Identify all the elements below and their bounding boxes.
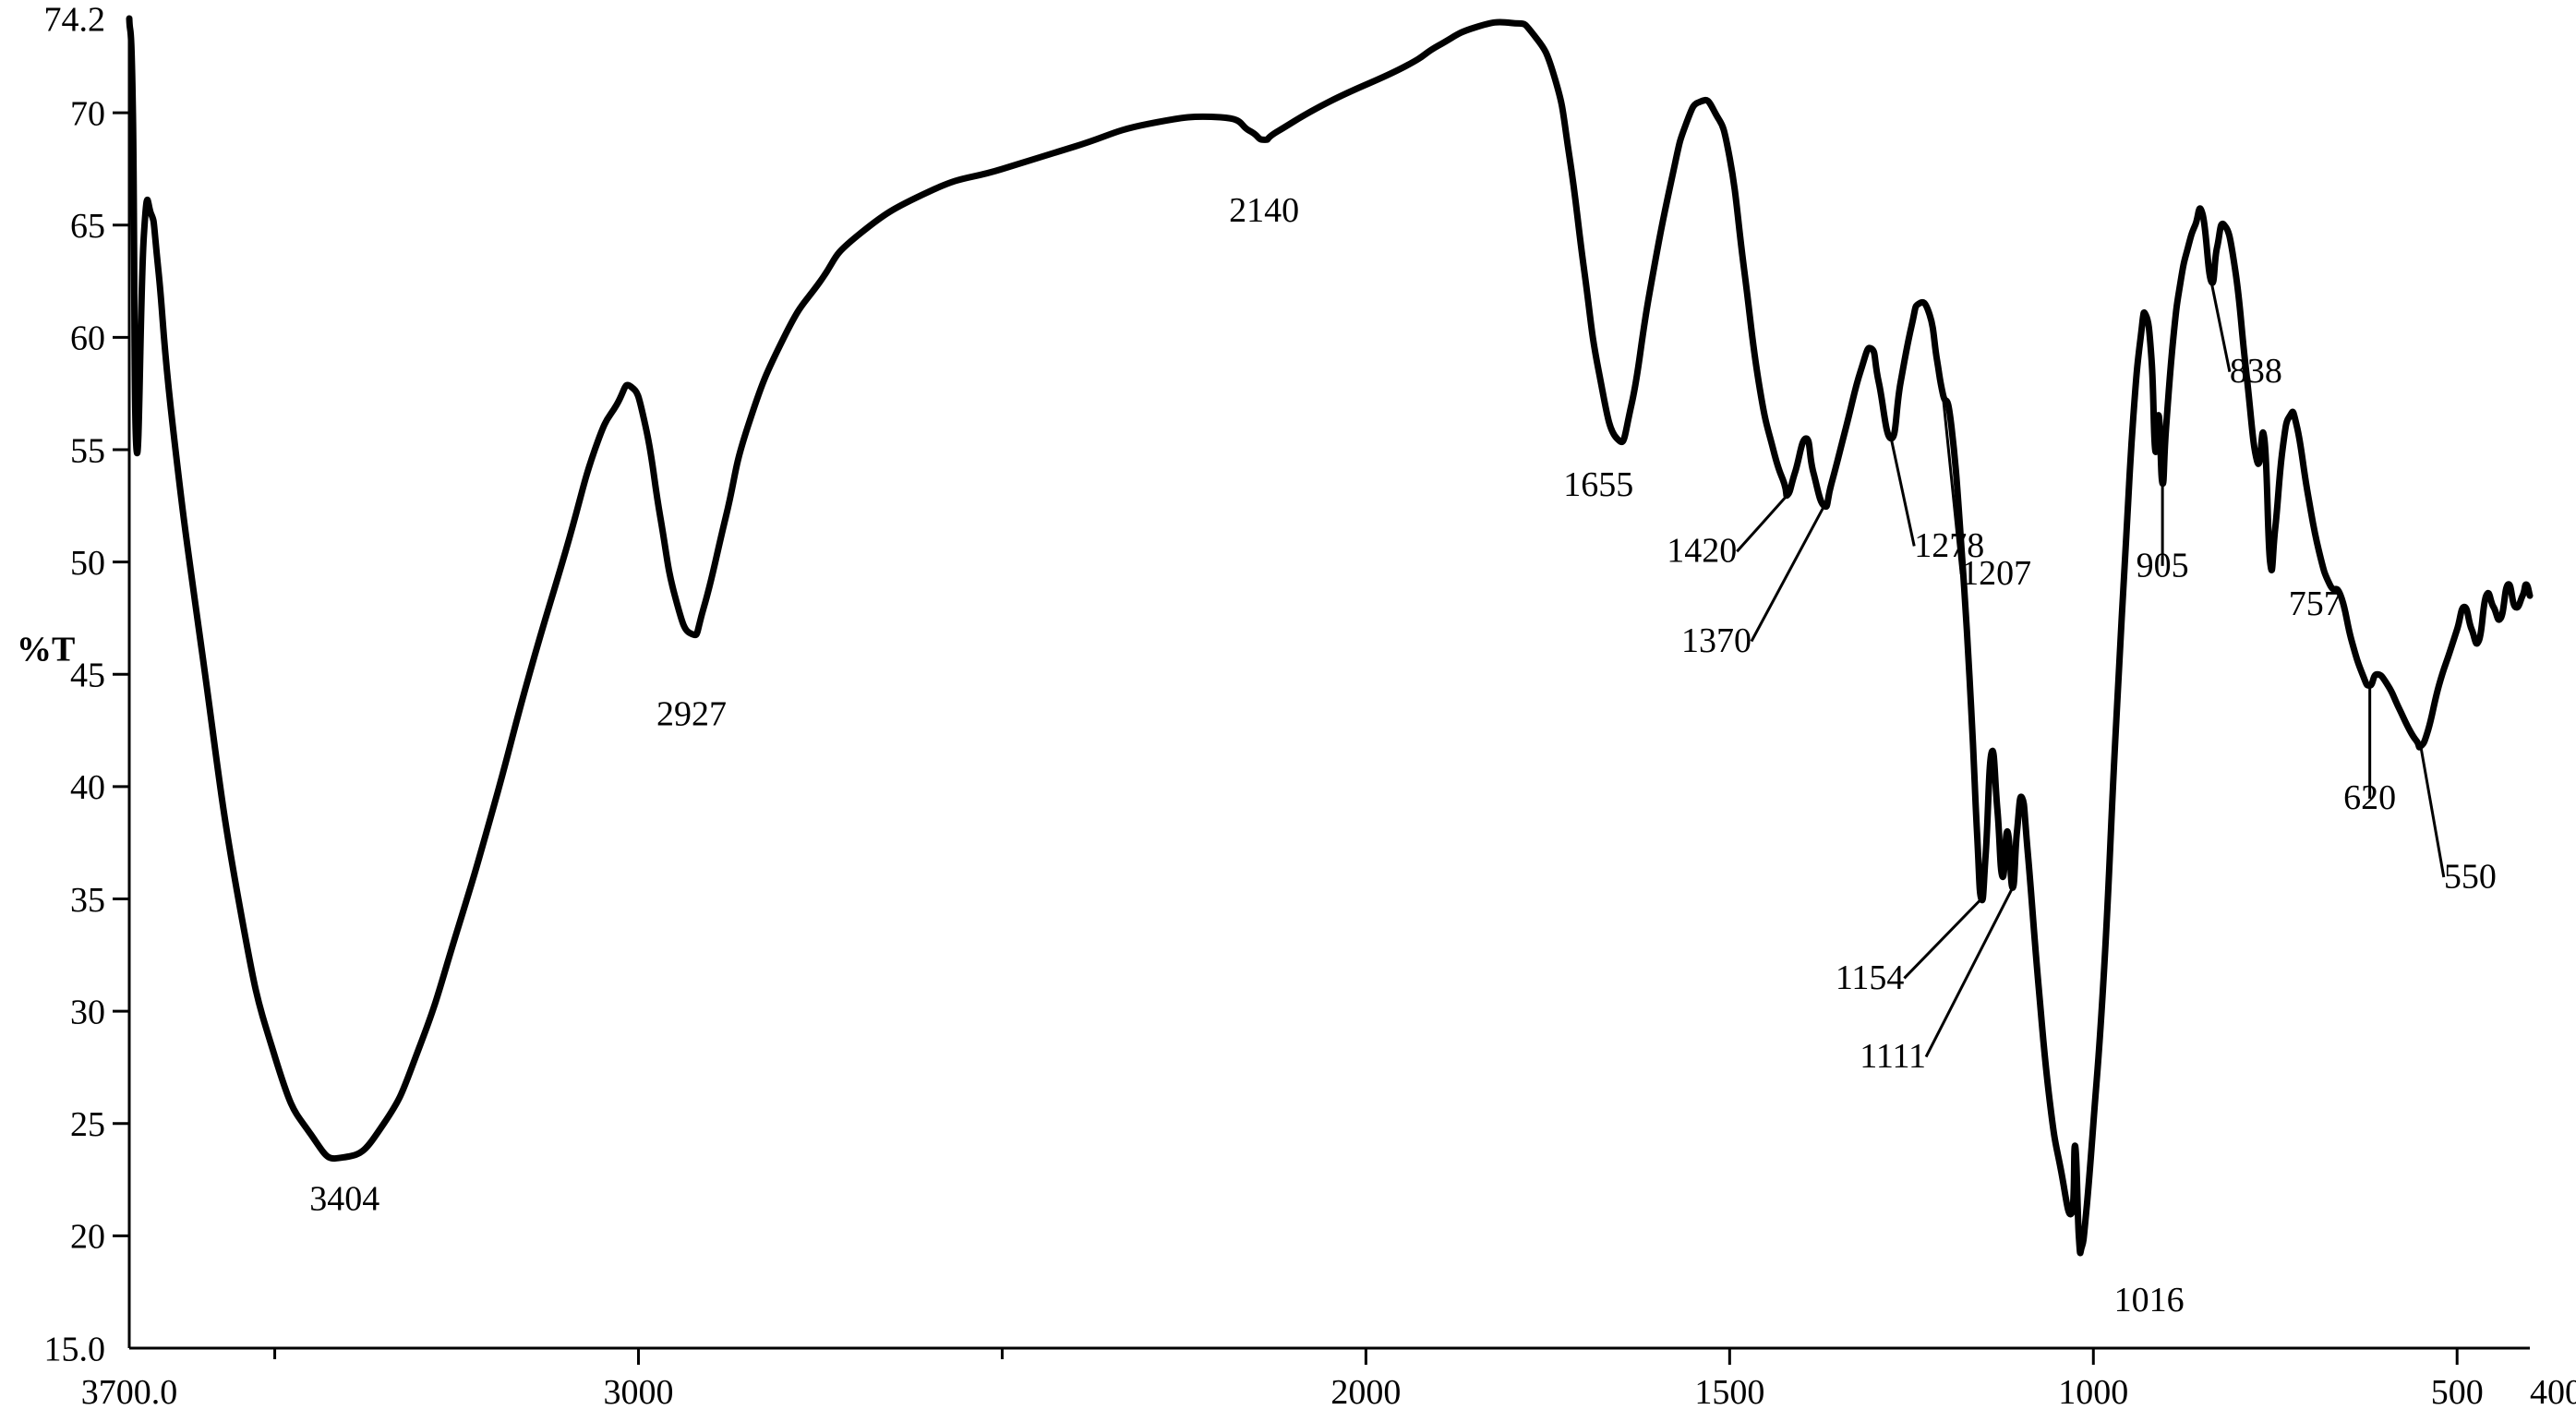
peak-lead-line <box>2211 282 2230 372</box>
y-tick-label: 20 <box>70 1218 105 1257</box>
peak-label: 620 <box>2343 778 2396 817</box>
x-tick-label: 3000 <box>604 1373 674 1412</box>
peak-label: 1370 <box>1681 621 1751 660</box>
peak-lead-line <box>1891 439 1914 547</box>
x-tick-label: 1500 <box>1694 1373 1764 1412</box>
y-tick-label: 65 <box>70 207 105 246</box>
y-axis-label: %T <box>17 631 75 669</box>
peak-label: 1420 <box>1667 532 1737 571</box>
y-bottom-label: 15.0 <box>44 1330 106 1368</box>
y-tick-label: 35 <box>70 881 105 920</box>
peak-lead-line <box>2421 746 2444 877</box>
peak-label: 3404 <box>309 1179 379 1218</box>
x-tick-label: 500 <box>2431 1373 2484 1412</box>
peak-label: 1655 <box>1563 465 1633 504</box>
y-tick-label: 70 <box>70 94 105 133</box>
x-axis-label: cm-1 <box>1294 1416 1366 1422</box>
peak-label: 757 <box>2289 584 2341 623</box>
y-top-label: 74.2 <box>44 0 106 39</box>
x-right-label: 400.0 <box>2530 1373 2576 1412</box>
chart-svg: 20 25 30 35 40 45 50 55 60 65 70 74.2 15.0 3000 2000 15… <box>0 0 2576 1422</box>
y-tick-label: 40 <box>70 768 105 807</box>
peak-label: 2140 <box>1229 191 1299 230</box>
peak-label: 1154 <box>1836 958 1905 997</box>
x-tick-label: 2000 <box>1330 1373 1401 1412</box>
ir-spectrum-chart: 20 25 30 35 40 45 50 55 60 65 70 74.2 15.0 3000 2000 15… <box>0 0 2576 1422</box>
x-tick-label: 1000 <box>2058 1373 2128 1412</box>
peak-label: 1111 <box>1860 1037 1926 1076</box>
peak-lead-line <box>1751 506 1824 642</box>
peak-label: 550 <box>2444 857 2497 896</box>
y-tick-label: 60 <box>70 319 105 358</box>
peak-label: 838 <box>2230 352 2282 391</box>
peak-label: 905 <box>2137 546 2189 584</box>
y-tick-label: 50 <box>70 544 105 583</box>
peak-label: 1016 <box>2114 1281 2185 1320</box>
peak-lead-line <box>1737 495 1788 552</box>
y-tick-label: 25 <box>70 1105 105 1144</box>
x-left-label: 3700.0 <box>81 1373 178 1412</box>
peak-label: 1207 <box>1961 554 2031 593</box>
y-tick-label: 30 <box>70 993 105 1031</box>
peak-lead-line <box>1904 899 1981 979</box>
y-tick-label: 45 <box>70 657 105 695</box>
spectrum-curve <box>129 18 2530 1253</box>
peak-label: 2927 <box>656 694 727 733</box>
y-tick-label: 55 <box>70 431 105 470</box>
